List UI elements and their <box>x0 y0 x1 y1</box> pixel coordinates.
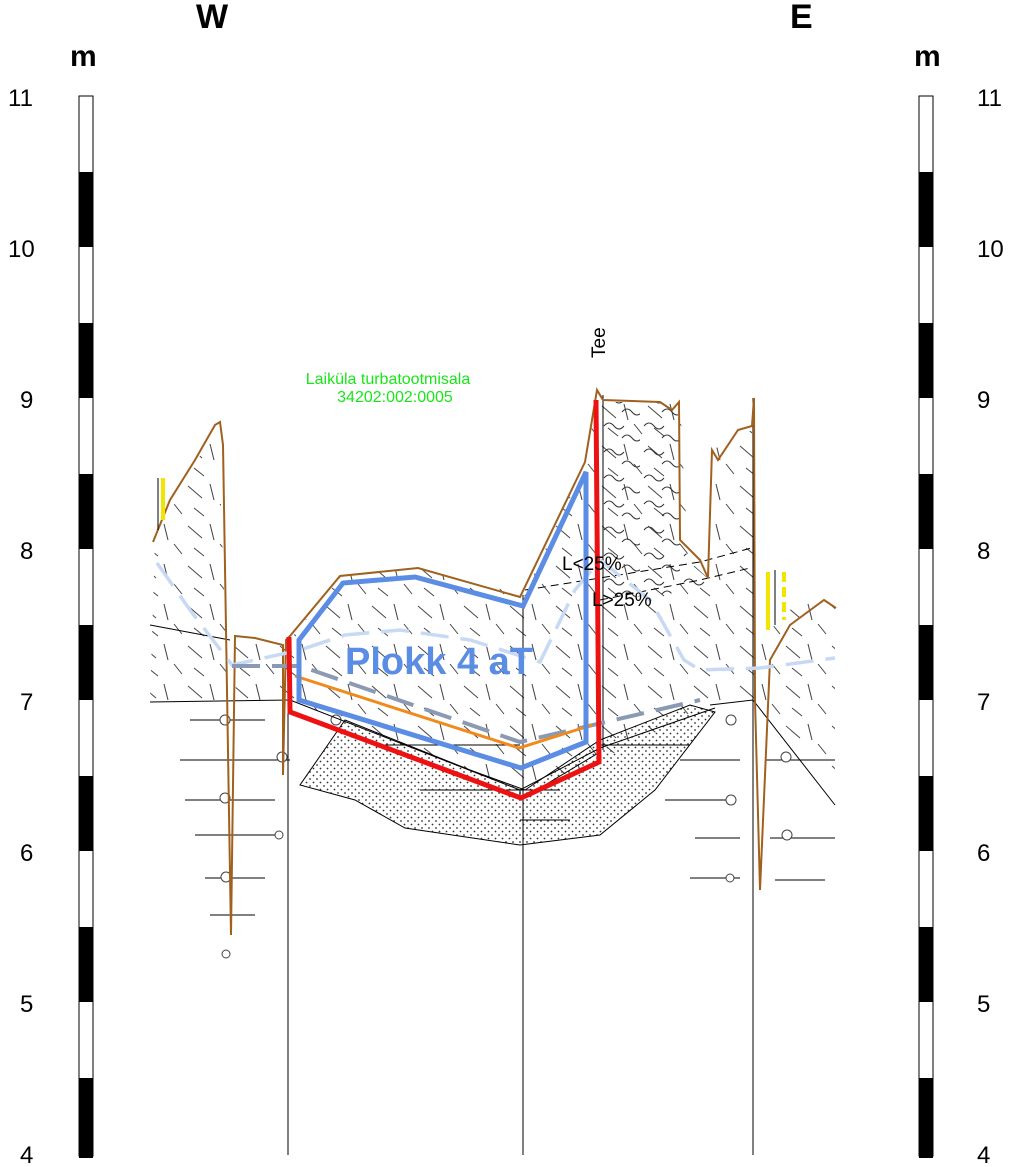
yellow-marker-ticks <box>157 478 776 625</box>
tick-label: 10 <box>977 236 1004 263</box>
borehole-lines <box>287 395 754 1155</box>
parcel-id: 34202:002:0005 <box>337 389 453 406</box>
tick-label: 11 <box>8 85 33 112</box>
block-outline <box>296 470 589 771</box>
west-label: W <box>196 0 229 36</box>
tick-label: 4 <box>20 1142 33 1167</box>
block-label: Plokk 4 aT <box>345 641 533 683</box>
orange-line <box>294 674 593 750</box>
tick-label: 9 <box>20 387 33 414</box>
tick-label: 8 <box>977 538 990 565</box>
road-label: Tee <box>589 327 610 358</box>
left-axis-unit: m <box>70 40 97 73</box>
clay-low-label: L<25% <box>562 554 622 575</box>
tick-label: 6 <box>20 840 33 867</box>
tick-label: 9 <box>977 387 990 414</box>
terrain-surface <box>152 387 837 936</box>
east-label: E <box>790 0 813 36</box>
peat-layer <box>600 402 708 600</box>
right-axis-unit: m <box>914 40 941 73</box>
tick-label: 7 <box>20 689 33 716</box>
tick-label: 7 <box>977 689 990 716</box>
left-scale-bar <box>78 95 94 1158</box>
tick-label: 6 <box>977 840 990 867</box>
right-tick-labels: 11 10 9 8 7 6 5 4 <box>977 85 1004 1167</box>
clay-high-label: L>25% <box>592 590 652 611</box>
tick-label: 5 <box>20 991 33 1018</box>
right-scale-bar <box>918 95 934 1158</box>
dark-dashed-line <box>232 664 701 745</box>
tick-label: 8 <box>20 538 33 565</box>
red-block-outline <box>286 399 602 801</box>
yellow-markers <box>161 478 786 630</box>
parcel-name: Laiküla turbatootmisala <box>306 371 471 388</box>
tick-label: 11 <box>977 85 1002 112</box>
tick-label: 5 <box>977 991 990 1018</box>
left-tick-labels: 11 10 9 8 7 6 5 4 <box>8 85 35 1167</box>
light-dashed-line <box>155 557 836 672</box>
tick-label: 4 <box>977 1142 990 1167</box>
tick-label: 10 <box>8 236 35 263</box>
